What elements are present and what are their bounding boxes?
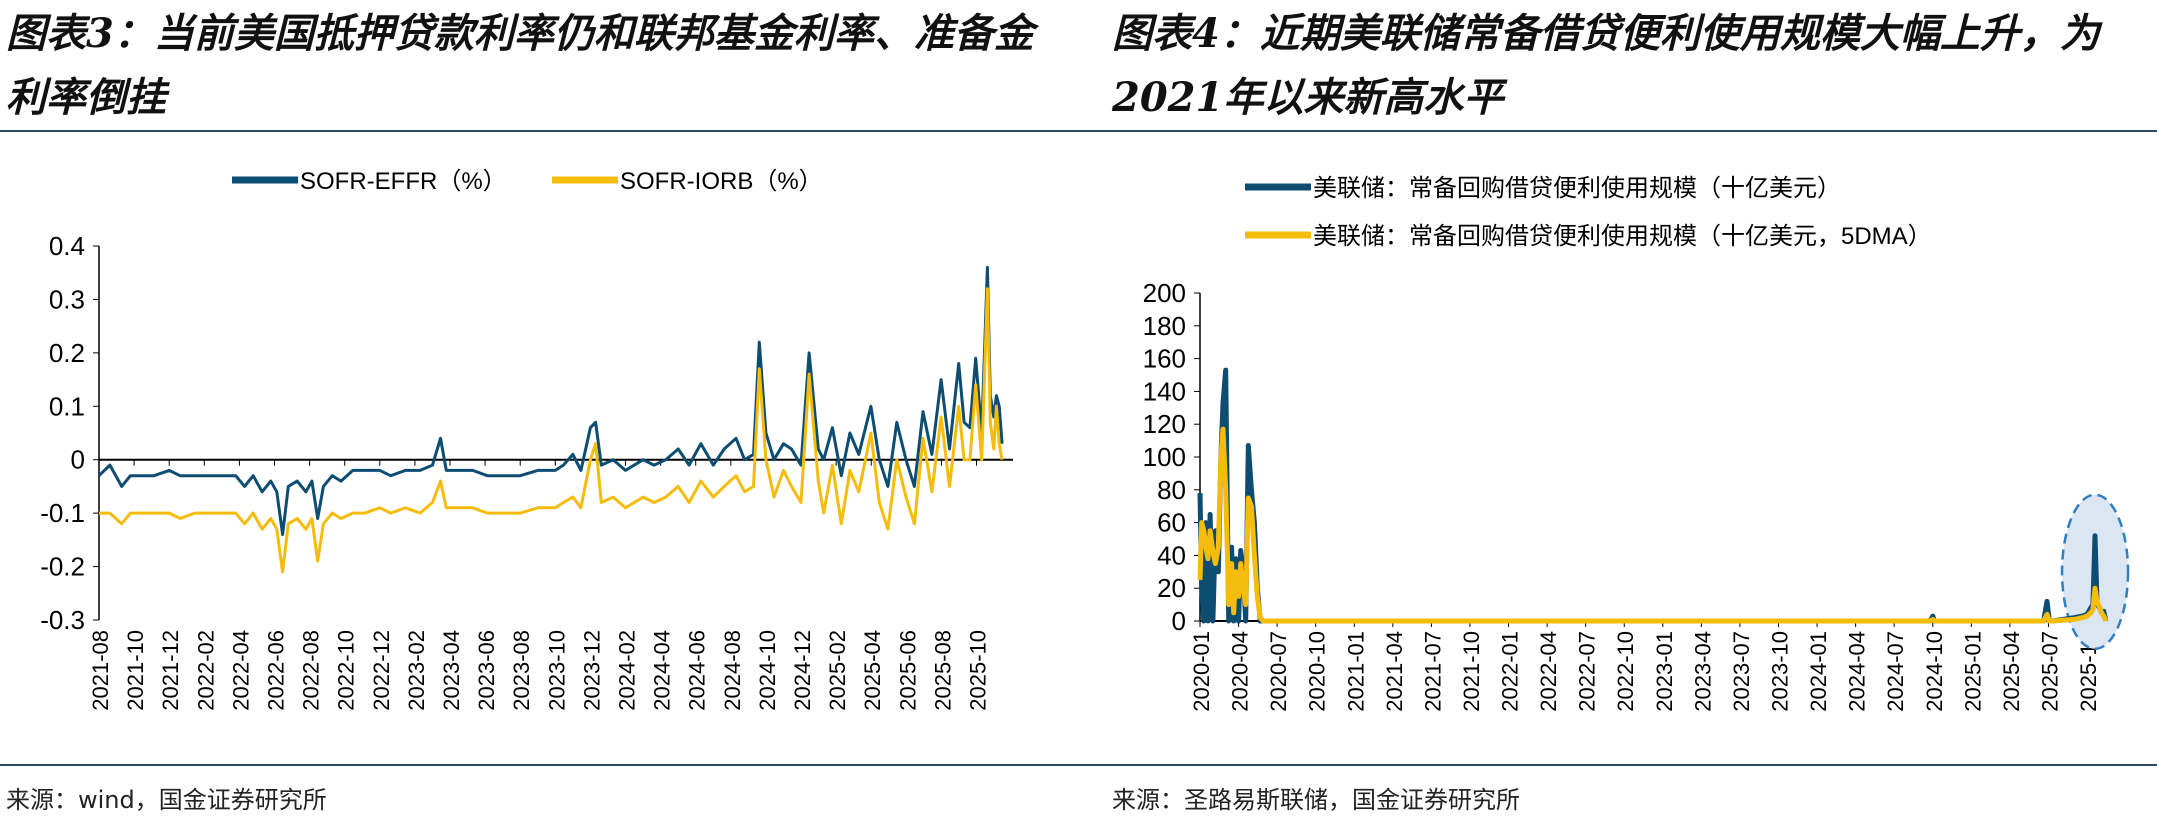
x-tick-label: 2025-06	[895, 630, 920, 711]
x-tick-label: 2023-02	[404, 630, 429, 711]
y-tick-label: 200	[1143, 278, 1186, 308]
x-tick-label: 2021-01	[1343, 631, 1368, 712]
x-tick-label: 2023-07	[1729, 631, 1754, 712]
x-tick-label: 2025-04	[1999, 631, 2024, 712]
x-tick-label: 2023-10	[1767, 631, 1792, 712]
y-tick-label: 0.1	[49, 391, 85, 421]
legend-label-0: SOFR-EFFR（%）	[300, 168, 507, 195]
series-line-1	[99, 287, 1004, 574]
figure4-source: 来源：圣路易斯联储，国金证券研究所	[1112, 786, 1520, 814]
x-tick-label: 2025-08	[930, 630, 955, 711]
x-tick-label: 2023-12	[579, 630, 604, 711]
y-tick-label: 20	[1157, 573, 1186, 603]
y-tick-label: 160	[1143, 344, 1186, 374]
x-tick-label: 2022-04	[1536, 631, 1561, 712]
series-line-0	[97, 265, 1004, 536]
x-tick-label: 2023-06	[474, 630, 499, 711]
x-tick-label: 2022-02	[193, 630, 218, 711]
x-tick-label: 2020-01	[1189, 631, 1214, 712]
x-tick-label: 2024-08	[720, 630, 745, 711]
x-tick-label: 2021-04	[1382, 631, 1407, 712]
legend-label-1: SOFR-IORB（%）	[620, 168, 823, 195]
x-tick-label: 2020-04	[1228, 631, 1253, 712]
figure3-title: 图表3：当前美国抵押贷款利率仍和联邦基金利率、准备金利率倒挂	[6, 10, 1034, 121]
x-tick-label: 2025-01	[1960, 631, 1985, 712]
x-tick-label: 2021-12	[158, 630, 183, 711]
y-tick-label: 0	[1172, 606, 1186, 636]
y-tick-label: -0.2	[40, 552, 85, 582]
x-tick-label: 2023-04	[439, 630, 464, 711]
y-tick-label: 120	[1143, 409, 1186, 439]
x-tick-label: 2022-01	[1498, 631, 1523, 712]
x-tick-label: 2022-08	[299, 630, 324, 711]
y-tick-label: 180	[1143, 311, 1186, 341]
x-tick-label: 2022-04	[228, 630, 253, 711]
y-tick-label: 0.2	[49, 338, 85, 368]
x-tick-label: 2024-10	[755, 630, 780, 711]
x-tick-label: 2020-07	[1266, 631, 1291, 712]
figure3-source: 来源：wind，国金证券研究所	[6, 786, 327, 814]
y-tick-label: -0.3	[40, 605, 85, 635]
x-tick-label: 2020-10	[1305, 631, 1330, 712]
x-tick-label: 2024-04	[1845, 631, 1870, 712]
x-tick-label: 2023-08	[509, 630, 534, 711]
chart-sofr-spreads: -0.3 -0.2 -0.1 0 0.1 0.2 0.3 0.4 2021-08 2021-10 2…	[40, 168, 1013, 711]
y-tick-label: 0	[71, 445, 85, 475]
top-divider	[0, 130, 2157, 132]
y-tick-label: 40	[1157, 540, 1186, 570]
y-tick-label: 0.4	[49, 231, 85, 261]
x-tick-label: 2024-02	[615, 630, 640, 711]
x-tick-label: 2025-02	[825, 630, 850, 711]
x-tick-label: 2025-10	[966, 630, 991, 711]
x-tick-label: 2024-12	[790, 630, 815, 711]
x-tick-label: 2022-07	[1575, 631, 1600, 712]
y-tick-label: 140	[1143, 376, 1186, 406]
x-tick-label: 2021-07	[1420, 631, 1445, 712]
x-tick-label: 2022-12	[369, 630, 394, 711]
x-tick-label: 2021-10	[123, 630, 148, 711]
x-tick-label: 2022-06	[264, 630, 289, 711]
y-tick-label: 60	[1157, 508, 1186, 538]
x-tick-label: 2023-01	[1652, 631, 1677, 712]
x-tick-label: 2024-10	[1922, 631, 1947, 712]
x-tick-label: 2025-04	[860, 630, 885, 711]
y-tick-label: 100	[1143, 442, 1186, 472]
x-tick-label: 2023-10	[544, 630, 569, 711]
legend-label-1: 美联储：常备回购借贷便利使用规模（十亿美元，5DMA）	[1313, 223, 1932, 250]
figure4-title: 图表4：近期美联储常备借贷便利使用规模大幅上升，为2021年以来新高水平	[1112, 10, 2100, 121]
x-tick-label: 2024-01	[1806, 631, 1831, 712]
series-line-0	[1197, 367, 2109, 624]
x-tick-label: 2022-10	[1613, 631, 1638, 712]
x-tick-label: 2021-08	[88, 630, 113, 711]
y-tick-label: -0.1	[40, 498, 85, 528]
x-tick-label: 2023-04	[1690, 631, 1715, 712]
x-tick-label: 2021-10	[1459, 631, 1484, 712]
x-tick-label: 2022-10	[334, 630, 359, 711]
series-line-1	[1197, 426, 2109, 624]
bottom-divider	[0, 764, 2157, 766]
x-tick-label: 2024-04	[650, 630, 675, 711]
x-tick-label: 2024-07	[1883, 631, 1908, 712]
x-tick-label: 2024-06	[685, 630, 710, 711]
legend-label-0: 美联储：常备回购借贷便利使用规模（十亿美元）	[1313, 175, 1841, 202]
y-tick-label: 80	[1157, 475, 1186, 505]
x-tick-label: 2025-07	[2037, 631, 2062, 712]
y-tick-label: 0.3	[49, 284, 85, 314]
